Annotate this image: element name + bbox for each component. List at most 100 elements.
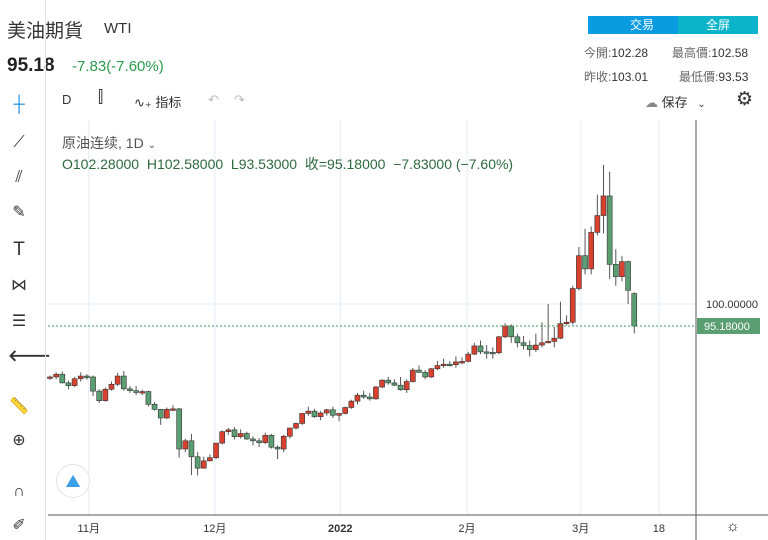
candle-body xyxy=(385,379,392,384)
candle-body xyxy=(170,408,176,411)
candle-type-icon[interactable]: ⫿ xyxy=(98,89,104,106)
candle-body xyxy=(379,379,385,388)
x-tick-label: 2022 xyxy=(328,523,352,535)
interval-button[interactable]: D xyxy=(62,92,72,107)
prev-close-stat: 昨收:103.01 xyxy=(584,70,649,84)
candle-body xyxy=(188,440,195,458)
candle-body xyxy=(563,321,570,325)
candle-body xyxy=(428,368,435,378)
candle-body xyxy=(471,345,478,355)
candle-body xyxy=(200,460,207,469)
candle-body xyxy=(133,390,139,393)
candle-body xyxy=(366,396,373,400)
fib-channel-icon[interactable]: ⫽ xyxy=(15,169,23,186)
pattern-icon[interactable]: ⋈ xyxy=(11,277,27,294)
ruler-icon[interactable]: 📏 xyxy=(9,398,29,415)
indicators-button[interactable]: ∿₊ 指标 xyxy=(134,95,182,110)
indicator-icon: ∿₊ xyxy=(134,95,152,110)
candle-body xyxy=(96,390,102,401)
ohlc-readout: O102.28000 H102.58000 L93.53000 收=95.180… xyxy=(62,156,514,172)
save-button[interactable]: ☁ 保存 ⌄ xyxy=(645,95,706,110)
magnet-icon[interactable]: ∩ xyxy=(13,483,25,500)
candle-body xyxy=(77,375,84,380)
candle-body xyxy=(231,429,238,437)
candle-body xyxy=(47,376,53,379)
candle-body xyxy=(483,351,490,354)
candle-body xyxy=(268,435,275,448)
candle-body xyxy=(323,409,330,414)
candle-body xyxy=(65,382,72,386)
redo-icon[interactable]: ↷ xyxy=(234,92,245,107)
candle-body xyxy=(619,261,625,277)
trade-button[interactable]: 交易 xyxy=(588,16,696,34)
axis-settings-icon[interactable]: ☼ xyxy=(726,518,740,535)
undo-icon[interactable]: ↶ xyxy=(208,92,219,107)
trendline-icon[interactable]: ⟋ xyxy=(13,134,25,151)
zoom-icon[interactable]: ⊕ xyxy=(12,432,26,449)
candle-body xyxy=(207,457,213,462)
candle-body xyxy=(164,409,170,419)
instrument-symbol: WTI xyxy=(104,20,132,37)
text-tool-icon[interactable]: T xyxy=(13,239,25,260)
candle-body xyxy=(459,361,465,364)
toolbar-divider xyxy=(45,0,46,540)
candle-body xyxy=(434,365,441,370)
candle-body xyxy=(53,373,59,378)
candle-body xyxy=(59,373,66,384)
candle-body xyxy=(219,431,225,444)
x-tick-label: 3月 xyxy=(572,523,589,535)
y-tick-label: 100.00000 xyxy=(706,299,758,311)
candle-body xyxy=(600,195,607,216)
measure-icon[interactable]: ☰ xyxy=(11,313,27,330)
candle-body xyxy=(422,372,428,378)
candle-body xyxy=(373,386,379,400)
chevron-down-icon: ⌄ xyxy=(147,140,156,151)
candle-body xyxy=(526,345,533,350)
candle-body xyxy=(496,336,502,354)
x-tick-label: 2月 xyxy=(458,523,475,535)
x-tick-label: 12月 xyxy=(203,523,226,535)
candle-body xyxy=(416,369,422,373)
x-tick-label: 11月 xyxy=(78,523,100,535)
candle-body xyxy=(71,378,78,386)
candle-body xyxy=(108,383,115,390)
candle-body xyxy=(539,342,545,346)
candle-body xyxy=(145,391,152,405)
price-change: -7.83(-7.60%) xyxy=(72,58,164,75)
brush-icon[interactable]: ✎ xyxy=(12,204,26,221)
candle-body xyxy=(121,375,127,390)
candle-body xyxy=(139,391,146,394)
candle-body xyxy=(360,394,367,398)
candle-body xyxy=(256,440,262,443)
candle-body xyxy=(194,456,201,469)
candle-body xyxy=(151,404,158,410)
candle-body xyxy=(348,400,355,408)
candle-body xyxy=(280,435,287,450)
candle-body xyxy=(311,410,318,417)
fullscreen-button[interactable]: 全屏 xyxy=(678,16,758,34)
candle-body xyxy=(397,384,404,391)
candle-body xyxy=(244,433,250,440)
candle-body xyxy=(533,344,539,350)
candle-body xyxy=(410,369,416,382)
candle-body xyxy=(262,435,269,443)
candle-body xyxy=(90,376,96,392)
candle-body xyxy=(446,363,453,366)
candle-body xyxy=(287,427,293,437)
settings-gear-icon[interactable]: ⚙ xyxy=(736,89,754,110)
candle-body xyxy=(520,342,527,346)
candle-body xyxy=(569,288,576,323)
candle-body xyxy=(582,255,588,270)
series-legend[interactable]: 原油连续, 1D ⌄ xyxy=(62,135,156,151)
candle-body xyxy=(557,323,564,339)
crosshair-icon[interactable]: ┼ xyxy=(13,96,25,113)
last-price: 95.18 xyxy=(7,55,55,76)
candle-body xyxy=(182,440,189,450)
candle-body xyxy=(342,407,349,414)
candle-body xyxy=(114,375,121,385)
candle-body xyxy=(594,215,601,233)
low-stat: 最低價:93.53 xyxy=(679,70,749,84)
lock-pencil-icon[interactable]: ✐ xyxy=(12,517,26,534)
candle-body xyxy=(588,232,595,270)
